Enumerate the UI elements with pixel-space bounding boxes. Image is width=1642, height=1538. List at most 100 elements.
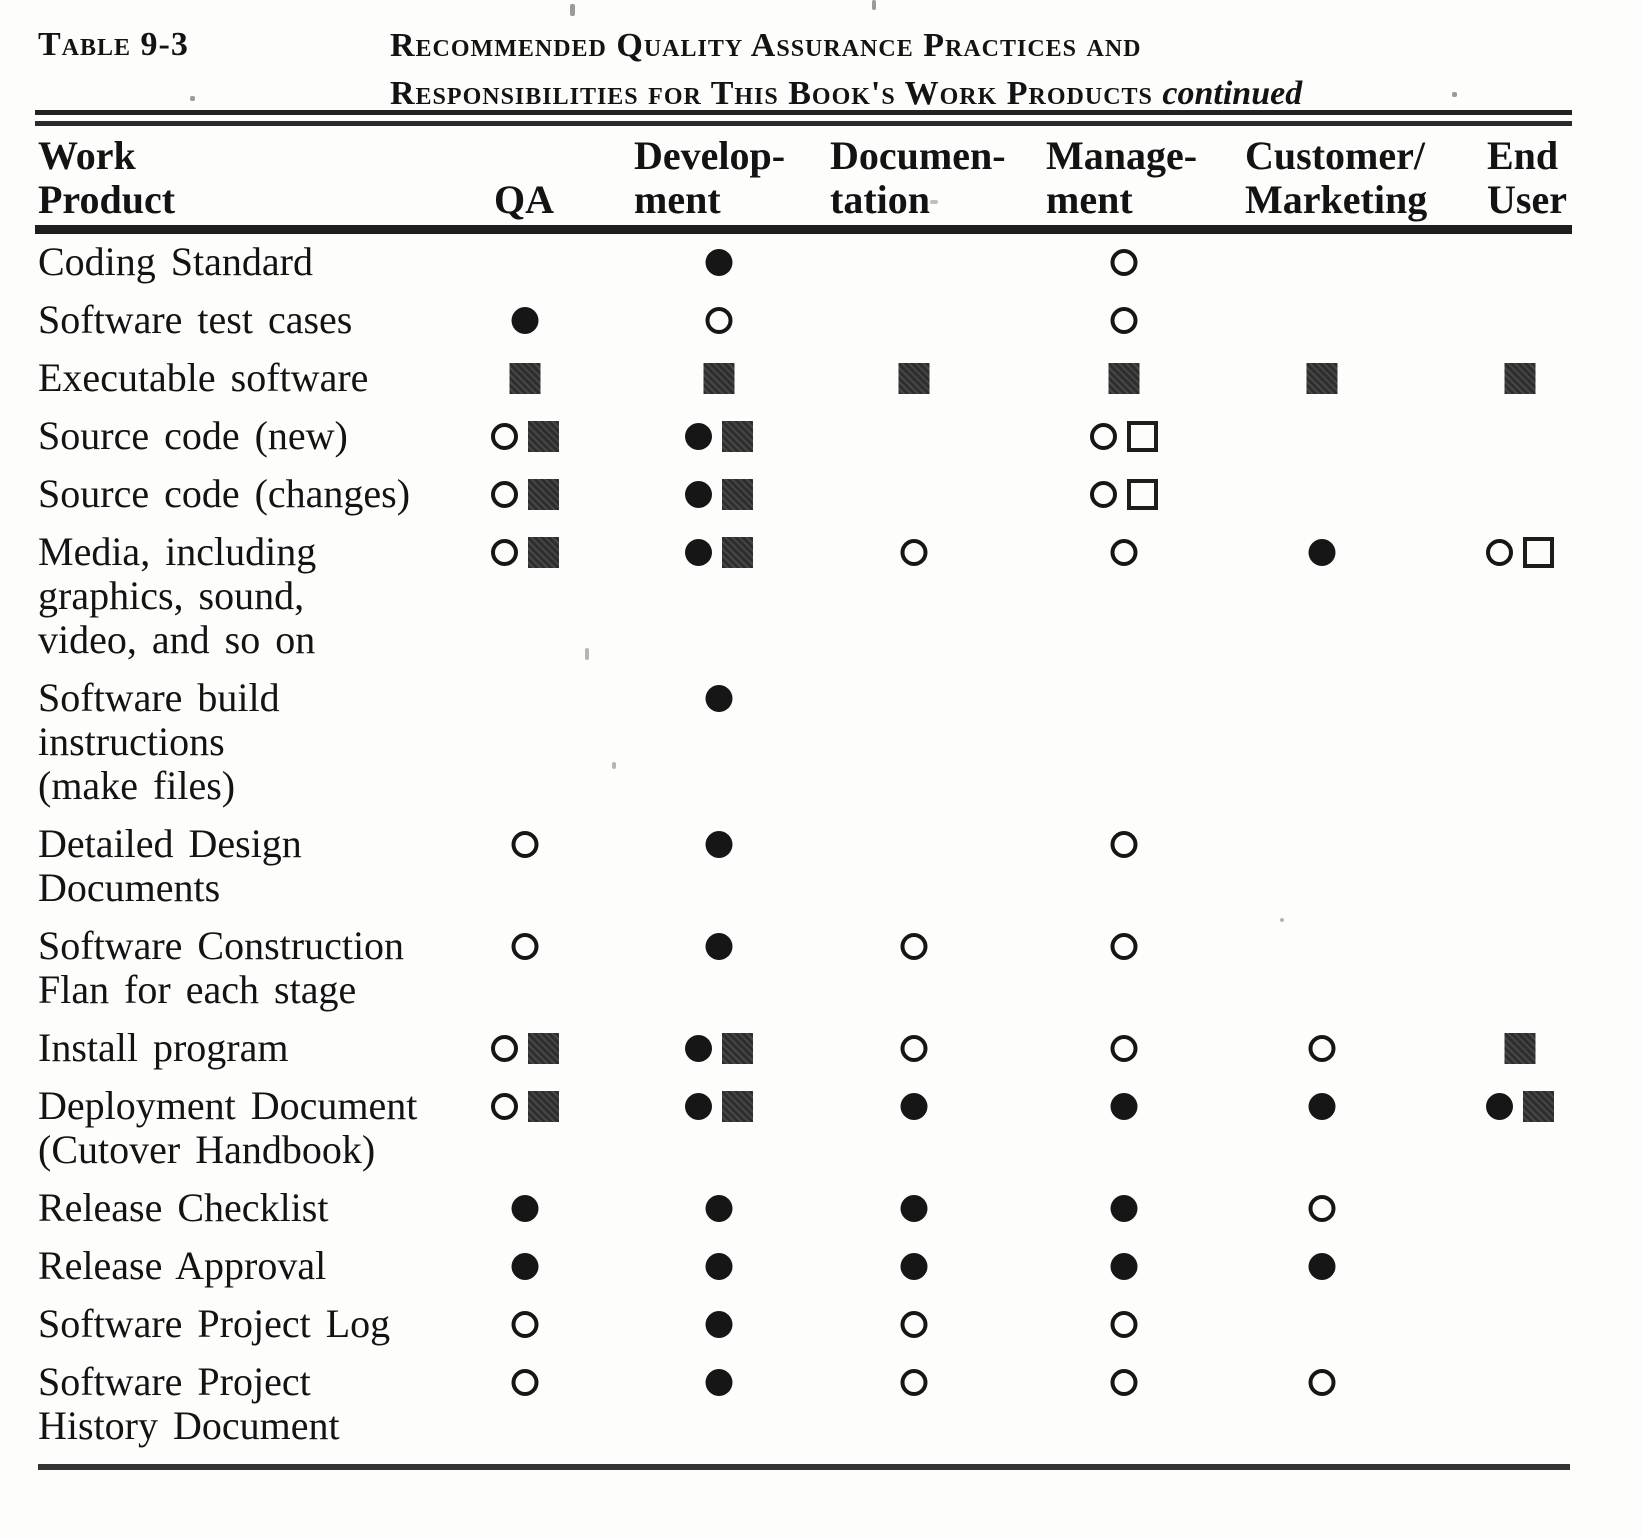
work-product-line: Install program [38, 1025, 289, 1070]
cell-development [685, 414, 753, 458]
filled-square-marker [898, 362, 930, 394]
open-square-marker [1127, 478, 1158, 510]
bottom-rule [38, 1464, 1570, 1470]
filled-circle-marker [685, 1034, 712, 1062]
filled-square-marker [722, 1032, 753, 1064]
open-circle-marker [900, 1310, 928, 1338]
table-row: Source code (new) [0, 414, 1642, 458]
cell-qa [511, 1186, 539, 1230]
cell-development [685, 472, 753, 516]
cell-management [1110, 530, 1138, 574]
work-product-line: Software Project [38, 1359, 311, 1404]
cell-end-user [1504, 1026, 1536, 1070]
open-circle-marker [491, 422, 518, 450]
work-product-line: Media, including [38, 529, 317, 574]
column-header-line: User [1487, 177, 1567, 222]
cell-development [705, 298, 733, 342]
cell-qa [511, 1302, 539, 1346]
column-header-line: ment [1046, 177, 1133, 222]
cell-management [1110, 1084, 1138, 1128]
work-product-line: instructions [38, 719, 225, 764]
filled-circle-marker [1110, 1194, 1138, 1222]
open-circle-marker [491, 538, 518, 566]
column-header-line: QA [494, 177, 554, 222]
open-circle-marker [491, 1092, 518, 1120]
cell-documentation [900, 1360, 928, 1404]
open-circle-marker [900, 932, 928, 960]
work-product-line: Software test cases [38, 297, 353, 342]
work-product-line: (Cutover Handbook) [38, 1127, 376, 1172]
filled-circle-marker [705, 248, 733, 276]
work-product-line: Source code (changes) [38, 471, 411, 516]
cell-management [1110, 1026, 1138, 1070]
table-body: Coding Standard Software test cases Execut… [0, 240, 1642, 1462]
cell-documentation [900, 1302, 928, 1346]
scan-speck [585, 648, 589, 660]
open-circle-marker [900, 538, 928, 566]
cell-management [1110, 298, 1138, 342]
cell-development [705, 924, 733, 968]
table-row: Release Approval [0, 1244, 1642, 1288]
column-header-line: Manage- [1046, 133, 1198, 178]
filled-circle-marker [685, 480, 712, 508]
table-row: Software build instructions (make files) [0, 676, 1642, 808]
column-header-management: Manage-ment [1046, 134, 1197, 222]
open-circle-marker [1110, 538, 1138, 566]
work-product-line: Coding Standard [38, 239, 313, 284]
filled-circle-marker [511, 306, 539, 334]
filled-square-marker [528, 420, 559, 452]
cell-management [1110, 822, 1138, 866]
cell-management [1110, 924, 1138, 968]
table-row: Software Project History Document [0, 1360, 1642, 1448]
table-row: Coding Standard [0, 240, 1642, 284]
cell-documentation [900, 530, 928, 574]
table-row: Executable software [0, 356, 1642, 400]
work-product-cell: Release Approval [0, 1244, 480, 1288]
open-circle-marker [1486, 538, 1513, 566]
cell-development [705, 822, 733, 866]
table-row: Install program [0, 1026, 1642, 1070]
cell-qa [511, 1244, 539, 1288]
open-circle-marker [491, 480, 518, 508]
open-square-marker [1127, 420, 1158, 452]
filled-square-marker [1108, 362, 1140, 394]
cell-qa [491, 1026, 559, 1070]
work-product-cell: Executable software [0, 356, 480, 400]
table-header-row: Work Product QA Develop-ment Documen-tation M… [0, 134, 1642, 224]
cell-customer-marketing [1308, 1244, 1336, 1288]
work-product-line: Release Approval [38, 1243, 327, 1288]
cell-management [1110, 1244, 1138, 1288]
work-product-line: (make files) [38, 763, 236, 808]
scan-speck [570, 4, 575, 16]
cell-customer-marketing [1308, 1084, 1336, 1128]
filled-circle-marker [705, 1310, 733, 1338]
table-row: Media, including graphics, sound, video, a… [0, 530, 1642, 662]
cell-qa [491, 530, 559, 574]
open-circle-marker [1110, 1034, 1138, 1062]
cell-development [705, 676, 733, 720]
work-product-line: Detailed Design [38, 821, 302, 866]
filled-square-marker [722, 420, 753, 452]
table-title: Recommended Quality Assurance Practices … [390, 22, 1390, 118]
open-circle-marker [900, 1368, 928, 1396]
work-product-line: Deployment Document [38, 1083, 418, 1128]
open-circle-marker [1110, 1368, 1138, 1396]
filled-square-marker [1523, 1090, 1554, 1122]
filled-square-marker [1504, 1032, 1536, 1064]
cell-development [703, 356, 735, 400]
work-product-cell: Source code (new) [0, 414, 480, 458]
column-header-customer-marketing: Customer/Marketing [1245, 134, 1427, 222]
open-circle-marker [1110, 830, 1138, 858]
cell-management [1090, 414, 1158, 458]
column-header-work-product: Work Product [38, 134, 175, 222]
work-product-cell: Coding Standard [0, 240, 480, 284]
column-header-line: End [1487, 133, 1559, 178]
open-circle-marker [1110, 306, 1138, 334]
cell-customer-marketing [1306, 356, 1338, 400]
cell-customer-marketing [1308, 1026, 1336, 1070]
cell-development [685, 1026, 753, 1070]
table-label: Table 9-3 [38, 26, 189, 63]
filled-square-marker [722, 478, 753, 510]
filled-circle-marker [900, 1194, 928, 1222]
